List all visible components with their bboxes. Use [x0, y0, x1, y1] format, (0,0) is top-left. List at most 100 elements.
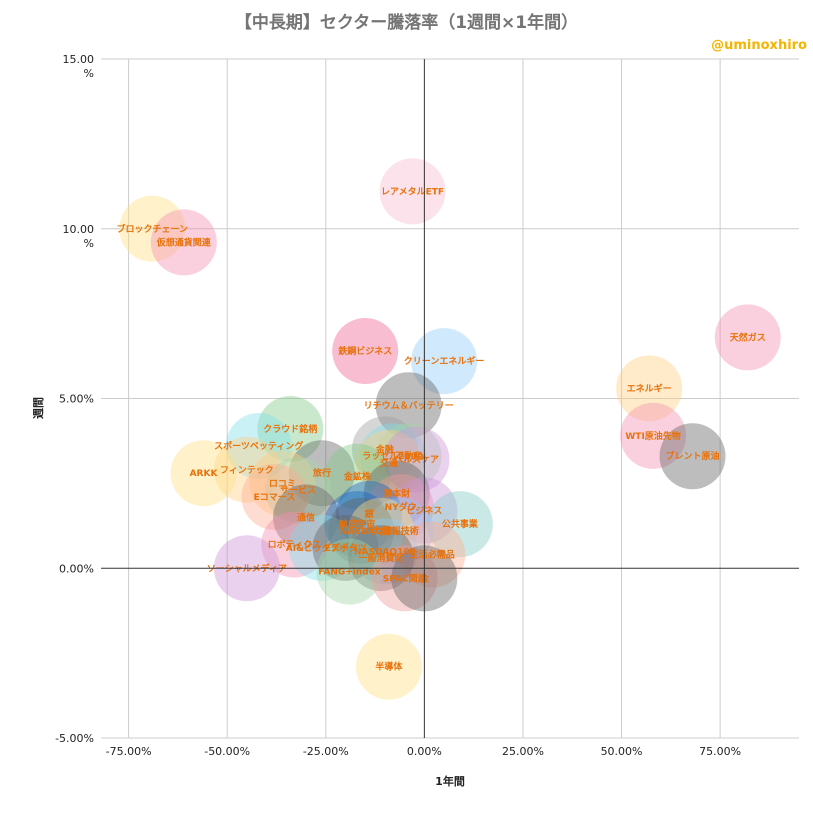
y-tick-label: 5.00% — [59, 393, 94, 406]
data-label: Eコマース — [254, 492, 296, 503]
data-label: WTI原油先物 — [625, 430, 680, 442]
data-point — [170, 440, 237, 507]
data-point — [375, 423, 442, 490]
y-axis-label: 週間 — [31, 397, 45, 419]
x-tick-label: 75.00% — [699, 745, 741, 758]
x-axis-label: 1年間 — [435, 774, 465, 788]
grid-lines — [101, 58, 799, 739]
data-point — [332, 317, 399, 384]
data-point — [347, 525, 414, 592]
data-label: SPAC関連 — [383, 572, 428, 584]
y-tick-label: 0.00% — [59, 562, 94, 575]
data-point — [355, 633, 422, 700]
data-point — [312, 514, 379, 581]
bubble-layer — [119, 158, 781, 700]
data-label: 生活必需品 — [410, 549, 455, 561]
x-tick-label: -75.00% — [106, 745, 152, 758]
data-label: クリーンエネルギー — [404, 355, 485, 367]
data-point — [328, 497, 395, 564]
data-label: 仮想通貨関連 — [156, 236, 212, 248]
data-point — [379, 158, 446, 225]
data-label: 交通 — [380, 457, 398, 469]
data-label: 金鉱株 — [343, 471, 372, 483]
data-label: 公共事業 — [442, 518, 479, 530]
author-credit: @uminoxhiro — [711, 38, 807, 53]
data-label: 天然ガス — [730, 331, 766, 343]
data-point — [351, 416, 418, 483]
data-point — [367, 474, 434, 541]
data-label: 旅行 — [313, 467, 331, 479]
data-label: スポーツベッティング — [214, 440, 303, 452]
data-point — [336, 480, 403, 547]
data-point — [355, 430, 422, 497]
y-tick-label: 15.00% — [63, 53, 95, 80]
data-point — [714, 304, 781, 371]
data-point — [359, 423, 426, 490]
data-point — [411, 328, 478, 395]
data-point — [257, 396, 324, 463]
x-tick-label: 0.00% — [407, 745, 442, 758]
data-point — [150, 209, 217, 276]
data-point — [273, 484, 340, 551]
data-label: ブロックチェーン — [116, 223, 188, 235]
data-label: NASDAQ100 — [354, 547, 416, 557]
data-point — [616, 355, 683, 422]
data-point — [316, 538, 383, 605]
data-label: 資本財 — [383, 488, 410, 500]
data-label: 一般消費財 — [358, 552, 403, 564]
data-point — [261, 511, 328, 578]
data-label: ARKK — [190, 469, 219, 479]
data-point — [249, 450, 316, 517]
y-tick-label: -5.00% — [55, 732, 94, 745]
x-tick-label: -50.00% — [204, 745, 250, 758]
data-point — [371, 545, 438, 612]
data-label: ロコミ — [269, 478, 296, 489]
data-point — [375, 372, 442, 439]
data-point — [324, 443, 391, 510]
data-label: NYダウ — [385, 501, 417, 513]
data-label: 金融 — [375, 443, 394, 455]
data-point — [399, 521, 466, 588]
data-label: 通信 — [297, 511, 315, 523]
data-point — [213, 436, 280, 503]
data-label: 鉄鋼ビジネス — [338, 345, 392, 357]
data-label: NASDAQ — [340, 527, 383, 537]
data-label: クラウド銘柄 — [263, 423, 317, 435]
data-label: ヘルスケア — [394, 455, 439, 466]
axes-layer: -75.00% -50.00% -25.00% 0.00% 25.00% 50.00% 75… — [55, 53, 799, 758]
data-label: サービス — [280, 484, 316, 496]
data-point — [383, 426, 450, 493]
data-label: リチウム＆バッテリー — [364, 400, 454, 411]
data-label: AI&ビッグデータ — [286, 542, 358, 554]
data-label: ロボティクス — [268, 538, 321, 550]
data-point — [363, 460, 430, 527]
data-label: レアメタルETF — [381, 185, 444, 197]
data-point — [367, 497, 434, 564]
x-tick-label: 25.00% — [502, 745, 544, 758]
data-label: ラッセル2000 — [362, 451, 423, 462]
data-point — [659, 423, 726, 490]
data-label: 銀 — [365, 508, 374, 520]
data-point — [347, 497, 414, 564]
data-label: 大型 — [372, 525, 390, 537]
data-point — [426, 491, 493, 558]
x-tick-label: -25.00% — [303, 745, 349, 758]
data-label: 半導体 — [375, 661, 403, 673]
x-tick-label: 50.00% — [601, 745, 643, 758]
data-point — [288, 514, 355, 581]
data-label: 不動産 — [395, 450, 422, 462]
data-label: 航空宇宙 — [339, 518, 375, 530]
data-point — [620, 402, 687, 469]
data-label: フィンテック — [220, 465, 274, 476]
data-label: 情報技術 — [382, 525, 419, 537]
data-label: エネルギー — [627, 382, 672, 394]
data-label: ブレント原油 — [666, 450, 720, 462]
data-label: FANG+index — [318, 568, 381, 578]
data-point — [241, 463, 308, 530]
data-point — [288, 440, 355, 507]
data-point — [225, 413, 292, 480]
data-point — [324, 491, 391, 558]
chart-title: 【中長期】セクター騰落率（1週間×1年間） — [234, 13, 579, 33]
